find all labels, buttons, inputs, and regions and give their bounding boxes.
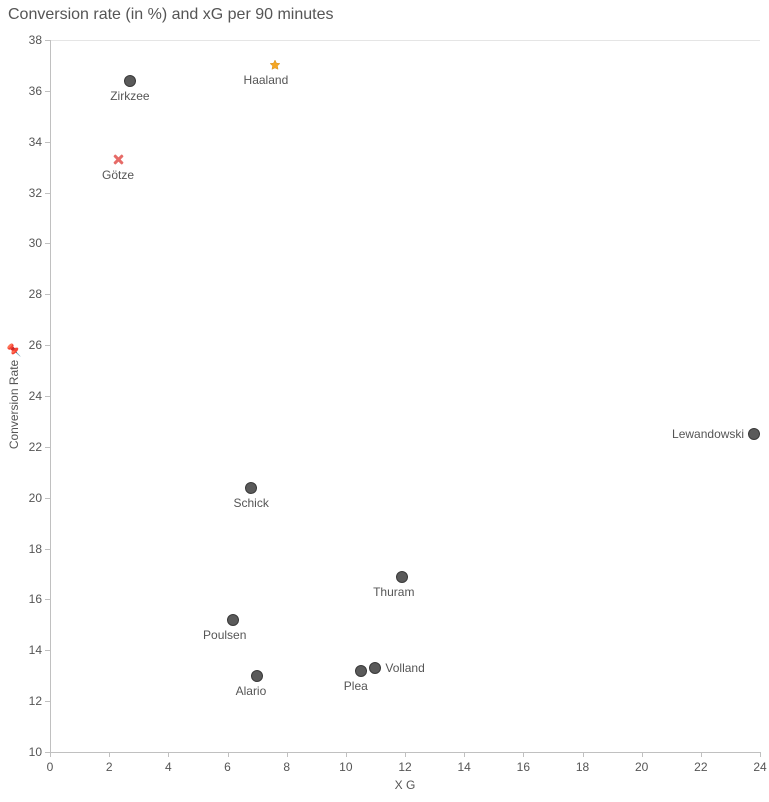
x-tick-label: 6 bbox=[224, 760, 231, 774]
y-tick-label: 38 bbox=[22, 33, 42, 47]
x-tick-label: 18 bbox=[576, 760, 589, 774]
data-point bbox=[748, 428, 760, 440]
data-point-label: Volland bbox=[385, 661, 424, 675]
x-tick-label: 2 bbox=[106, 760, 113, 774]
y-tick-label: 36 bbox=[22, 84, 42, 98]
scatter-chart: Conversion rate (in %) and xG per 90 min… bbox=[0, 0, 769, 802]
y-tick-label: 12 bbox=[22, 694, 42, 708]
x-tick-mark bbox=[287, 752, 288, 757]
y-tick-label: 34 bbox=[22, 135, 42, 149]
circle-marker-icon bbox=[124, 75, 136, 87]
y-tick-mark bbox=[45, 294, 50, 295]
y-tick-mark bbox=[45, 752, 50, 753]
x-tick-mark bbox=[760, 752, 761, 757]
x-tick-mark bbox=[583, 752, 584, 757]
data-point bbox=[269, 59, 281, 71]
y-tick-label: 16 bbox=[22, 592, 42, 606]
circle-marker-icon bbox=[251, 670, 263, 682]
data-point bbox=[396, 571, 408, 583]
x-tick-mark bbox=[701, 752, 702, 757]
y-tick-mark bbox=[45, 549, 50, 550]
plot-area bbox=[50, 40, 760, 753]
y-tick-label: 20 bbox=[22, 491, 42, 505]
x-tick-label: 8 bbox=[283, 760, 290, 774]
y-tick-label: 32 bbox=[22, 186, 42, 200]
data-point bbox=[251, 670, 263, 682]
y-tick-mark bbox=[45, 396, 50, 397]
data-point-label: Zirkzee bbox=[110, 89, 149, 103]
cross-marker-icon bbox=[113, 154, 124, 165]
y-tick-mark bbox=[45, 91, 50, 92]
x-tick-mark bbox=[228, 752, 229, 757]
y-tick-mark bbox=[45, 243, 50, 244]
x-tick-label: 10 bbox=[339, 760, 352, 774]
data-point-label: Haaland bbox=[244, 73, 289, 87]
pin-icon: 📌 bbox=[7, 343, 21, 358]
data-point bbox=[124, 75, 136, 87]
data-point-label: Poulsen bbox=[203, 628, 246, 642]
data-point bbox=[245, 482, 257, 494]
x-tick-label: 24 bbox=[753, 760, 766, 774]
x-tick-label: 16 bbox=[517, 760, 530, 774]
chart-title: Conversion rate (in %) and xG per 90 min… bbox=[8, 6, 333, 24]
circle-marker-icon bbox=[245, 482, 257, 494]
data-point bbox=[227, 614, 239, 626]
data-point-label: Thuram bbox=[373, 585, 414, 599]
y-tick-label: 10 bbox=[22, 745, 42, 759]
x-tick-label: 20 bbox=[635, 760, 648, 774]
y-tick-mark bbox=[45, 142, 50, 143]
circle-marker-icon bbox=[227, 614, 239, 626]
x-tick-label: 14 bbox=[457, 760, 470, 774]
y-axis-title: Conversion Rate 📌 bbox=[7, 343, 21, 449]
y-tick-mark bbox=[45, 193, 50, 194]
x-tick-mark bbox=[168, 752, 169, 757]
circle-marker-icon bbox=[369, 662, 381, 674]
x-tick-mark bbox=[642, 752, 643, 757]
y-tick-mark bbox=[45, 345, 50, 346]
data-point-label: Götze bbox=[102, 168, 134, 182]
y-tick-mark bbox=[45, 599, 50, 600]
x-tick-mark bbox=[405, 752, 406, 757]
data-point-label: Schick bbox=[233, 496, 268, 510]
y-tick-label: 28 bbox=[22, 287, 42, 301]
y-tick-mark bbox=[45, 701, 50, 702]
y-tick-label: 14 bbox=[22, 643, 42, 657]
y-tick-label: 30 bbox=[22, 236, 42, 250]
x-tick-mark bbox=[464, 752, 465, 757]
y-tick-label: 22 bbox=[22, 440, 42, 454]
circle-marker-icon bbox=[396, 571, 408, 583]
y-tick-mark bbox=[45, 650, 50, 651]
star-marker-icon bbox=[269, 59, 281, 71]
y-tick-mark bbox=[45, 40, 50, 41]
x-tick-label: 12 bbox=[398, 760, 411, 774]
y-axis-title-text: Conversion Rate bbox=[7, 360, 21, 449]
x-tick-label: 22 bbox=[694, 760, 707, 774]
y-tick-mark bbox=[45, 447, 50, 448]
data-point bbox=[355, 665, 367, 677]
y-tick-label: 24 bbox=[22, 389, 42, 403]
x-tick-label: 4 bbox=[165, 760, 172, 774]
data-point-label: Lewandowski bbox=[672, 427, 744, 441]
y-tick-mark bbox=[45, 498, 50, 499]
x-tick-mark bbox=[523, 752, 524, 757]
data-point bbox=[113, 154, 124, 165]
x-tick-label: 0 bbox=[47, 760, 54, 774]
y-axis-line bbox=[50, 40, 51, 752]
data-point bbox=[369, 662, 381, 674]
x-tick-mark bbox=[109, 752, 110, 757]
data-point-label: Plea bbox=[344, 679, 368, 693]
x-axis-title: X G bbox=[395, 778, 416, 792]
y-tick-label: 26 bbox=[22, 338, 42, 352]
data-point-label: Alario bbox=[236, 684, 267, 698]
y-tick-label: 18 bbox=[22, 542, 42, 556]
x-tick-mark bbox=[50, 752, 51, 757]
circle-marker-icon bbox=[355, 665, 367, 677]
circle-marker-icon bbox=[748, 428, 760, 440]
x-tick-mark bbox=[346, 752, 347, 757]
